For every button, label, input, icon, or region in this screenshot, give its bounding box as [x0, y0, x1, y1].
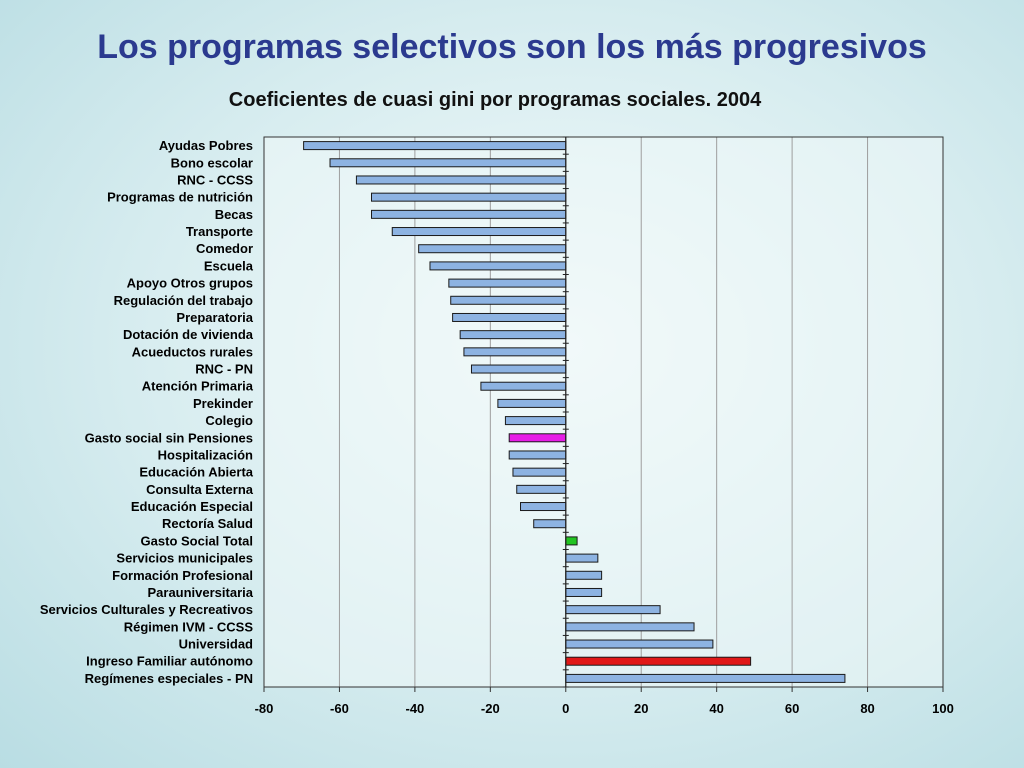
category-label: Servicios Culturales y Recreativos	[40, 602, 253, 617]
bar	[533, 519, 567, 529]
category-label: Rectoría Salud	[162, 516, 253, 531]
x-tick-label: -20	[481, 701, 500, 716]
bar	[565, 570, 603, 580]
bar	[565, 605, 661, 615]
bar	[429, 261, 567, 271]
category-label: Prekinder	[193, 396, 253, 411]
category-label: Transporte	[186, 224, 253, 239]
bar	[355, 175, 567, 185]
bar	[470, 364, 567, 374]
bar	[450, 295, 567, 305]
category-label: Preparatoria	[176, 310, 253, 325]
category-label: Consulta Externa	[146, 482, 254, 497]
bar	[508, 450, 567, 460]
bar	[565, 536, 578, 546]
x-tick-label: 20	[634, 701, 648, 716]
bar	[565, 673, 846, 683]
category-label: Programas de nutrición	[107, 190, 253, 205]
bar	[565, 656, 752, 666]
category-label: Bono escolar	[171, 155, 253, 170]
category-label: Colegio	[205, 413, 253, 428]
category-label: Regímenes especiales - PN	[85, 671, 253, 686]
category-label: Gasto Social Total	[141, 533, 253, 548]
bar	[504, 416, 567, 426]
bar	[508, 433, 567, 443]
x-tick-label: -80	[255, 701, 274, 716]
x-tick-label: 40	[709, 701, 723, 716]
category-label: Régimen IVM - CCSS	[124, 619, 254, 634]
category-label: Universidad	[179, 637, 253, 652]
plot-area	[264, 137, 943, 687]
x-tick-label: -60	[330, 701, 349, 716]
category-label: Parauniversitaria	[147, 585, 253, 600]
bar	[418, 244, 567, 254]
bar	[452, 312, 567, 322]
category-label: Regulación del trabajo	[114, 293, 253, 308]
category-label: RNC - PN	[195, 362, 253, 377]
category-label: Comedor	[196, 241, 253, 256]
x-tick-label: 100	[932, 701, 954, 716]
bar	[448, 278, 567, 288]
bar	[391, 227, 567, 237]
slide-title: Los programas selectivos son los más pro…	[97, 28, 927, 66]
category-label: Acueductos rurales	[132, 344, 253, 359]
x-tick-label: -40	[405, 701, 424, 716]
x-tick-label: 0	[562, 701, 569, 716]
category-label: Servicios municipales	[116, 551, 253, 566]
bar	[329, 158, 567, 168]
category-label: Hospitalización	[158, 447, 253, 462]
category-label: Educación Abierta	[139, 465, 253, 480]
bar	[371, 192, 567, 202]
category-label: Formación Profesional	[112, 568, 253, 583]
bar	[512, 467, 567, 477]
category-label: Dotación de vivienda	[123, 327, 254, 342]
category-label: Escuela	[204, 258, 254, 273]
bar	[303, 141, 567, 151]
category-label: Becas	[215, 207, 253, 222]
bar	[497, 398, 567, 408]
bar	[565, 553, 599, 563]
bar	[565, 587, 603, 597]
bar	[459, 330, 567, 340]
bar	[520, 502, 567, 512]
bar	[565, 639, 714, 649]
bar	[516, 484, 567, 494]
bar	[371, 209, 567, 219]
category-label: Gasto social sin Pensiones	[85, 430, 253, 445]
bar	[480, 381, 567, 391]
x-tick-label: 60	[785, 701, 799, 716]
category-label: Ingreso Familiar autónomo	[86, 654, 253, 669]
category-label: Atención Primaria	[142, 379, 254, 394]
plot-border	[263, 136, 944, 688]
category-label: Apoyo Otros grupos	[127, 276, 253, 291]
chart-title: Coeficientes de cuasi gini por programas…	[228, 89, 762, 111]
x-tick-label: 80	[860, 701, 874, 716]
bar	[463, 347, 567, 357]
bar	[565, 622, 695, 632]
category-label: RNC - CCSS	[177, 172, 253, 187]
category-label: Educación Especial	[131, 499, 253, 514]
category-label: Ayudas Pobres	[159, 138, 253, 153]
